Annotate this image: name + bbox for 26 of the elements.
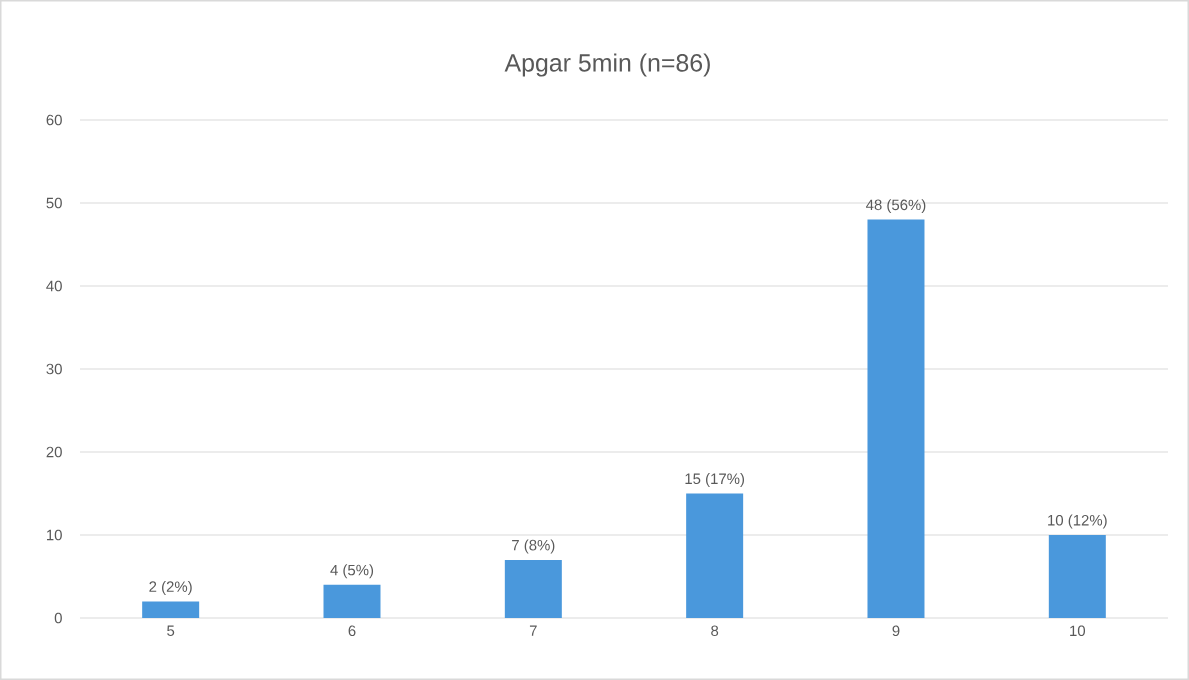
data-label: 48 (56%) — [866, 199, 926, 214]
x-tick-label: 8 — [711, 625, 719, 637]
bar — [686, 493, 744, 618]
x-tick-label: 5 — [167, 625, 175, 636]
y-tick-label: 10 — [47, 529, 62, 541]
y-tick-label: 30 — [46, 363, 62, 375]
y-tick-label: 0 — [54, 612, 62, 624]
bar — [867, 219, 925, 618]
y-tick-label: 20 — [46, 446, 62, 458]
bar — [323, 584, 381, 618]
y-tick-label: 40 — [46, 280, 62, 292]
bar — [504, 559, 562, 618]
y-tick-label: 60 — [46, 114, 62, 126]
y-tick-label: 50 — [46, 197, 62, 209]
data-label: 15 (17%) — [685, 473, 745, 487]
bar — [142, 601, 200, 618]
chart-title: Apgar 5min (n=86) — [504, 53, 710, 77]
x-tick-label: 6 — [348, 625, 356, 637]
data-label: 10 (12%) — [1048, 514, 1107, 529]
x-tick-label: 9 — [892, 625, 900, 637]
data-label: 7 (8%) — [512, 539, 555, 554]
x-tick-label: 10 — [1070, 625, 1086, 637]
data-label: 4 (5%) — [330, 564, 374, 579]
x-tick-label: 7 — [529, 625, 537, 636]
data-label: 2 (2%) — [149, 580, 192, 595]
bar — [1048, 535, 1106, 618]
